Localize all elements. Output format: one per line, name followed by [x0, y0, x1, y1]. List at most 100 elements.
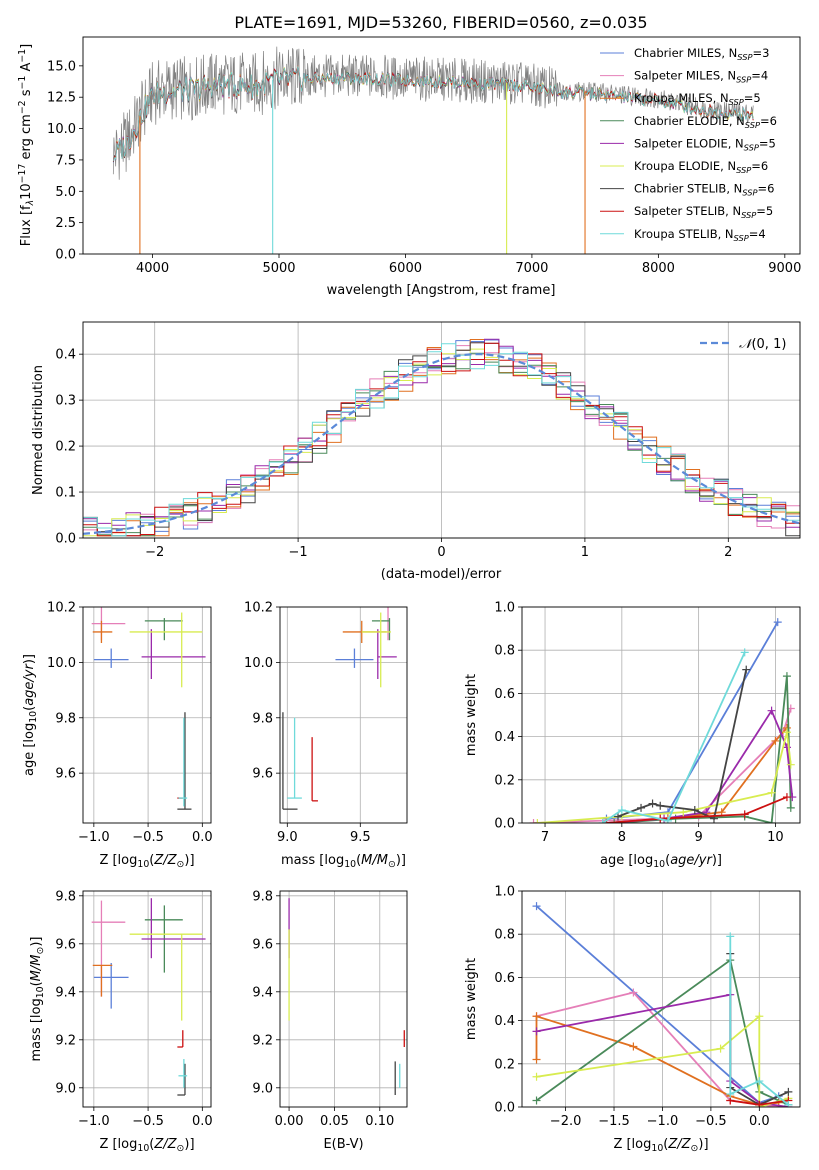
legend-label-part: =6 — [751, 159, 768, 173]
y-tick-label: 9.8 — [55, 889, 76, 904]
errorbar-chabrier-stelib — [282, 712, 298, 810]
y-tick-label: 9.8 — [252, 711, 273, 726]
x-axis-label-part: M/M — [361, 853, 388, 868]
x-axis-label-part: ( — [663, 1137, 668, 1152]
panel-mass_weight_vs_Z: −2.0 −1.5 −1.0 −0.5 0.0 0.0 0.2 0.4 0.6 0.8 1.0 Z [… — [464, 885, 801, 1154]
legend-label-part: SSP — [742, 188, 757, 198]
series-marker — [782, 728, 791, 737]
legend-label: Salpeter STELIB, NSSP=5 — [634, 204, 773, 220]
y-tick-label: 15.0 — [47, 59, 76, 74]
y-tick-label: 0.8 — [494, 644, 515, 659]
legend-label-part: =3 — [752, 46, 769, 60]
series-marker — [663, 816, 672, 823]
y-tick-label: 9.0 — [55, 1081, 76, 1096]
x-tick-label: −1.0 — [647, 1114, 679, 1129]
y-axis-label-part: age/yr — [22, 662, 37, 705]
series-kroupa-stelib — [598, 648, 749, 823]
series-line — [602, 652, 746, 823]
y-axis-label: mass weight — [464, 958, 479, 1040]
plot-area — [532, 902, 793, 1107]
y-axis-label-part: erg cm — [19, 114, 34, 163]
panel-residuals: −2 −1 0 1 2 0.0 0.1 0.2 0.3 0.4 𝒩(0, 1) (data-model… — [31, 321, 801, 582]
series-marker — [532, 1072, 541, 1081]
y-tick-label: 10.0 — [47, 122, 76, 137]
x-axis-label: mass [log10(M/M⊙)] — [281, 853, 406, 870]
errorbar-chabrier-miles — [335, 648, 374, 668]
x-axis-label-part: 10 — [137, 859, 149, 870]
legend-label: Chabrier ELODIE, NSSP=6 — [634, 114, 777, 130]
plot-area — [83, 338, 800, 537]
axes-frame — [82, 321, 801, 539]
axes-frame — [82, 890, 212, 1108]
x-tick-label: −2 — [145, 545, 164, 560]
legend-label-part: Chabrier ELODIE, N — [634, 114, 745, 128]
plot-area — [288, 898, 405, 1095]
x-axis-label-part: age [log — [600, 853, 653, 868]
y-axis-label-part: 10 — [19, 183, 34, 200]
x-axis-label: Z [log10(Z/Z⊙)] — [613, 1137, 708, 1154]
series-chabrier-miles — [602, 618, 782, 823]
plot-area — [529, 618, 797, 823]
x-axis-label-part: age/yr — [670, 853, 713, 868]
plot-area — [282, 607, 397, 810]
y-tick-label: 0.4 — [494, 1014, 515, 1029]
x-tick-label: 6000 — [389, 261, 422, 276]
series-marker — [784, 1100, 793, 1107]
y-tick-label: 1.0 — [494, 885, 515, 900]
series-line — [606, 621, 779, 820]
legend-label-part: Kroupa ELODIE, N — [634, 159, 736, 173]
x-axis-label-part: )] — [184, 1137, 194, 1152]
y-axis-label-part: 10 — [35, 986, 46, 998]
y-axis-label: Normed distribution — [31, 365, 46, 495]
series-marker — [755, 1100, 764, 1107]
series-marker — [726, 1090, 735, 1099]
series-chabrier-elodie — [610, 672, 795, 823]
legend-label-part: Chabrier MILES, N — [634, 46, 737, 60]
y-tick-label: 0.0 — [494, 817, 515, 832]
y-axis-label-part: −2 — [17, 100, 28, 114]
legend-label-part: Chabrier STELIB, N — [634, 182, 742, 196]
y-tick-label: 0.1 — [55, 486, 76, 501]
series-marker — [742, 665, 751, 674]
x-axis-label: (data-model)/error — [381, 567, 502, 582]
series-marker — [533, 819, 542, 823]
y-axis-label-part: λ — [25, 200, 36, 207]
errorbar-chabrier-stelib — [177, 1063, 186, 1096]
plot-area — [112, 46, 754, 254]
series-marker — [782, 672, 791, 681]
errorbar-chabrier-stelib — [177, 712, 192, 810]
y-tick-label: 9.0 — [252, 1081, 273, 1096]
errorbar-kroupa-stelib — [287, 717, 302, 799]
y-tick-label: 9.6 — [252, 767, 273, 782]
y-axis-label: mass [log10(M/M⊙)] — [29, 937, 46, 1062]
y-axis-label-part: M/M — [29, 955, 44, 982]
x-tick-label: −0.5 — [132, 1114, 164, 1129]
y-axis-label-part: )] — [29, 937, 44, 947]
legend-label-part: SSP — [729, 97, 744, 107]
panel-mass_vs_EBV: 0.00 0.05 0.10 9.0 9.2 9.4 9.6 9.8 E(B-V) — [252, 889, 408, 1152]
y-axis-label-part: −17 — [17, 164, 28, 184]
x-tick-label: 9.5 — [350, 830, 371, 845]
y-tick-label: 0.0 — [55, 248, 76, 263]
series-marker — [532, 1012, 541, 1021]
y-tick-label: 7.5 — [55, 153, 76, 168]
y-axis-label-part: age [log — [22, 723, 37, 776]
series-salpeter-miles — [529, 704, 795, 823]
x-tick-label: −1 — [289, 545, 308, 560]
legend-label-part: Kroupa STELIB, N — [634, 227, 734, 241]
x-axis-label-part: 10 — [137, 1143, 149, 1154]
y-tick-label: 5.0 — [55, 185, 76, 200]
series-marker — [786, 760, 795, 769]
x-axis-label-part: )] — [396, 853, 406, 868]
panels: 4000 5000 6000 7000 8000 90000.02.55.07.510.0… — [17, 36, 801, 1154]
legend-label-part: =4 — [749, 227, 766, 241]
errorbar-kroupa-elodie — [361, 612, 391, 688]
errorbar-salpeter-miles — [91, 607, 126, 641]
y-tick-label: 0.2 — [494, 1057, 515, 1072]
x-tick-label: −1.0 — [78, 830, 110, 845]
series-line — [606, 796, 788, 823]
errorbar-kroupa-stelib — [178, 717, 188, 807]
errorbar-salpeter-elodie — [141, 898, 206, 959]
y-tick-label: 9.4 — [252, 985, 273, 1000]
x-axis-label-part: ( — [149, 1137, 154, 1152]
